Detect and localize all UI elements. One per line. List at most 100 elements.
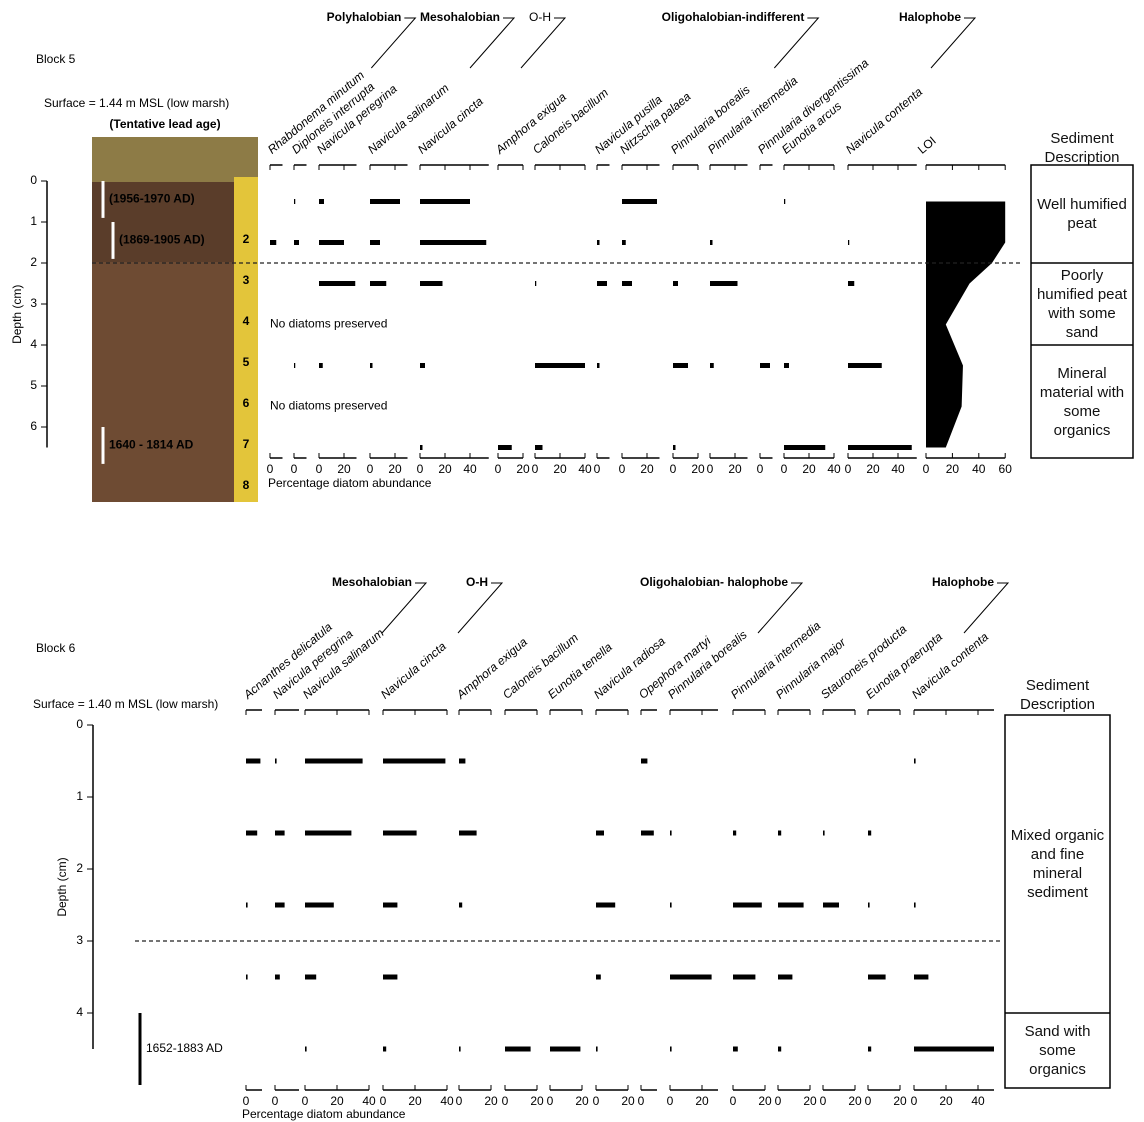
x-tick-label: 0 bbox=[781, 462, 788, 476]
abundance-bar bbox=[319, 281, 356, 286]
depth-tick-label: 2 bbox=[76, 861, 83, 875]
abundance-bar bbox=[535, 281, 537, 286]
x-tick-label: 0 bbox=[820, 1094, 827, 1108]
sediment-unit: Well humified peat bbox=[1037, 196, 1127, 232]
abundance-bar bbox=[597, 363, 600, 368]
x-tick-label: 20 bbox=[691, 462, 705, 476]
group-header: Mesohalobian bbox=[420, 10, 500, 24]
abundance-bar bbox=[383, 902, 398, 908]
x-tick-label: 0 bbox=[775, 1094, 782, 1108]
x-tick-label: 0 bbox=[502, 1094, 509, 1108]
x-tick-label: 20 bbox=[728, 462, 742, 476]
abundance-bar bbox=[622, 240, 626, 245]
group-header: O-H bbox=[466, 575, 488, 589]
x-tick-label: 0 bbox=[272, 1094, 279, 1108]
x-tick-label: 0 bbox=[594, 462, 601, 476]
abundance-bar bbox=[596, 1046, 598, 1052]
x-tick-label: 20 bbox=[575, 1094, 589, 1108]
core-upper bbox=[92, 182, 258, 262]
group-leader bbox=[963, 582, 1010, 634]
group-leader bbox=[370, 17, 417, 69]
abundance-bar bbox=[641, 830, 654, 836]
x-tick-label: 0 bbox=[243, 1094, 250, 1108]
x-tick-label: 20 bbox=[695, 1094, 709, 1108]
x-tick-label: 0 bbox=[495, 462, 502, 476]
abundance-bar bbox=[459, 758, 466, 764]
tape-number: 3 bbox=[243, 273, 250, 287]
x-tick-label: 0 bbox=[267, 462, 274, 476]
sediment-box bbox=[1030, 164, 1134, 459]
x-tick-label: 20 bbox=[848, 1094, 862, 1108]
age-label: (1956-1970 AD) bbox=[109, 192, 195, 206]
abundance-bar bbox=[733, 902, 762, 908]
depth-tick-label: 2 bbox=[30, 255, 37, 269]
x-tick-label: 20 bbox=[640, 462, 654, 476]
depth-tick-label: 1 bbox=[30, 214, 37, 228]
block-title: Block 5 bbox=[36, 52, 76, 66]
loi-area bbox=[926, 201, 1006, 448]
tape bbox=[234, 177, 258, 502]
abundance-bar bbox=[848, 363, 882, 368]
x-tick-label: 0 bbox=[593, 1094, 600, 1108]
block-title: Block 6 bbox=[36, 641, 76, 655]
abundance-bar bbox=[420, 363, 425, 368]
abundance-bar bbox=[823, 830, 825, 836]
abundance-bar bbox=[305, 758, 363, 764]
abundance-bar bbox=[596, 902, 616, 908]
abundance-bar bbox=[914, 1046, 994, 1052]
abundance-bar bbox=[420, 199, 470, 204]
abundance-bar bbox=[622, 281, 632, 286]
group-leader bbox=[930, 17, 977, 69]
sediment-title: Sediment Description bbox=[1019, 677, 1096, 713]
group-header: Halophobe bbox=[932, 575, 994, 589]
abundance-bar bbox=[868, 830, 872, 836]
depth-tick-label: 5 bbox=[30, 378, 37, 392]
x-tick-label: 0 bbox=[302, 1094, 309, 1108]
abundance-bar bbox=[778, 974, 793, 980]
abundance-bar bbox=[246, 758, 261, 764]
abundance-bar bbox=[597, 240, 600, 245]
surface-note: Surface = 1.40 m MSL (low marsh) bbox=[33, 697, 218, 711]
x-tick-label: 40 bbox=[971, 1094, 985, 1108]
x-tick-label: 20 bbox=[388, 462, 402, 476]
tape-number: 7 bbox=[243, 437, 250, 451]
sediment-unit: Poorly humified peat with some sand bbox=[1036, 267, 1128, 341]
group-header: Polyhalobian bbox=[327, 10, 402, 24]
abundance-bar bbox=[597, 281, 607, 286]
abundance-bar bbox=[710, 281, 738, 286]
depth-tick-label: 1 bbox=[76, 789, 83, 803]
tape-number: 4 bbox=[243, 314, 250, 328]
abundance-bar bbox=[914, 902, 916, 908]
abundance-bar bbox=[784, 199, 786, 204]
abundance-bar bbox=[319, 363, 323, 368]
group-leader bbox=[457, 582, 504, 634]
x-tick-label: 20 bbox=[553, 462, 567, 476]
x-tick-label: 0 bbox=[667, 1094, 674, 1108]
abundance-bar bbox=[670, 1046, 672, 1052]
group-leader bbox=[757, 582, 804, 634]
x-tick-label: 20 bbox=[330, 1094, 344, 1108]
abundance-bar bbox=[784, 363, 789, 368]
abundance-bar bbox=[914, 974, 929, 980]
depth-tick-label: 4 bbox=[30, 337, 37, 351]
abundance-bar bbox=[275, 974, 280, 980]
abundance-bar bbox=[319, 199, 324, 204]
core-label: (Tentative lead age) bbox=[109, 117, 220, 131]
group-header: Halophobe bbox=[899, 10, 961, 24]
x-tick-label: 20 bbox=[802, 462, 816, 476]
abundance-bar bbox=[778, 902, 804, 908]
depth-tick-label: 0 bbox=[30, 173, 37, 187]
depth-tick-label: 3 bbox=[30, 296, 37, 310]
x-tick-label: 40 bbox=[362, 1094, 376, 1108]
abundance-bar bbox=[760, 363, 770, 368]
x-tick-label: 0 bbox=[757, 462, 764, 476]
abundance-bar bbox=[294, 363, 296, 368]
loi-title: LOI bbox=[915, 134, 939, 157]
abundance-bar bbox=[246, 830, 258, 836]
abundance-bar bbox=[550, 1046, 581, 1052]
x-tick-label: 0 bbox=[730, 1094, 737, 1108]
x-tick-label: 0 bbox=[316, 462, 323, 476]
x-tick-label: 0 bbox=[911, 1094, 918, 1108]
x-tick-label: 0 bbox=[865, 1094, 872, 1108]
abundance-bar bbox=[710, 363, 714, 368]
